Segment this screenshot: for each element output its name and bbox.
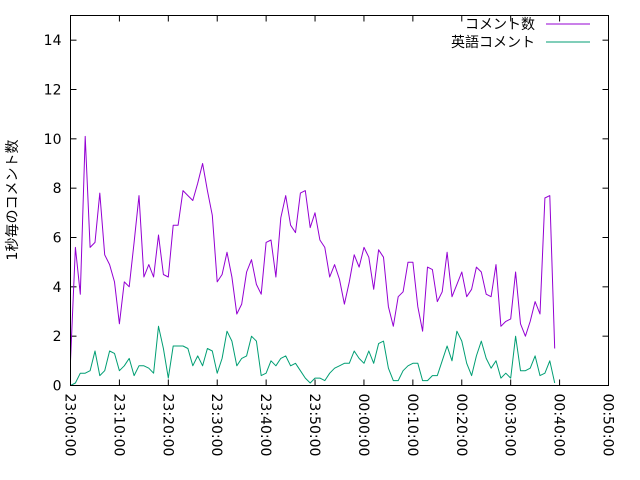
x-tick-label: 23:40:00	[257, 394, 273, 457]
y-axis-label: 1秒毎のコメント数	[5, 140, 21, 261]
y-tick-label: 8	[53, 181, 62, 197]
legend-label: コメント数	[465, 17, 535, 33]
x-tick-label: 00:10:00	[404, 394, 420, 457]
series-layer	[70, 135, 556, 386]
y-tick-label: 12	[44, 83, 62, 99]
x-axis-ticks: 23:00:00 23:10:00 23:20:00 23:30:00 23:40:00…	[62, 15, 616, 457]
x-tick-label: 00:20:00	[453, 394, 469, 457]
x-tick-label: 00:50:00	[600, 394, 616, 457]
plot-frame	[70, 15, 609, 386]
x-tick-label: 23:50:00	[306, 394, 322, 457]
series-line-1	[70, 325, 556, 386]
series-line-0	[70, 135, 556, 361]
x-tick-label: 23:10:00	[110, 394, 126, 457]
y-tick-label: 4	[53, 280, 62, 296]
x-tick-label: 23:20:00	[159, 394, 175, 457]
x-tick-label: 23:00:00	[62, 394, 78, 457]
x-tick-label: 00:40:00	[551, 394, 567, 457]
y-tick-label: 6	[53, 231, 62, 247]
legend-label: 英語コメント	[451, 34, 535, 51]
x-tick-label: 23:30:00	[208, 394, 224, 457]
x-tick-label: 00:30:00	[502, 394, 518, 457]
y-tick-label: 0	[53, 379, 62, 395]
x-tick-label: 00:00:00	[355, 394, 371, 457]
y-tick-label: 10	[44, 132, 62, 148]
y-tick-label: 2	[53, 329, 62, 345]
y-axis-ticks: 0 2 4 6 8 10 12 14	[44, 33, 609, 395]
y-tick-label: 14	[44, 33, 62, 49]
